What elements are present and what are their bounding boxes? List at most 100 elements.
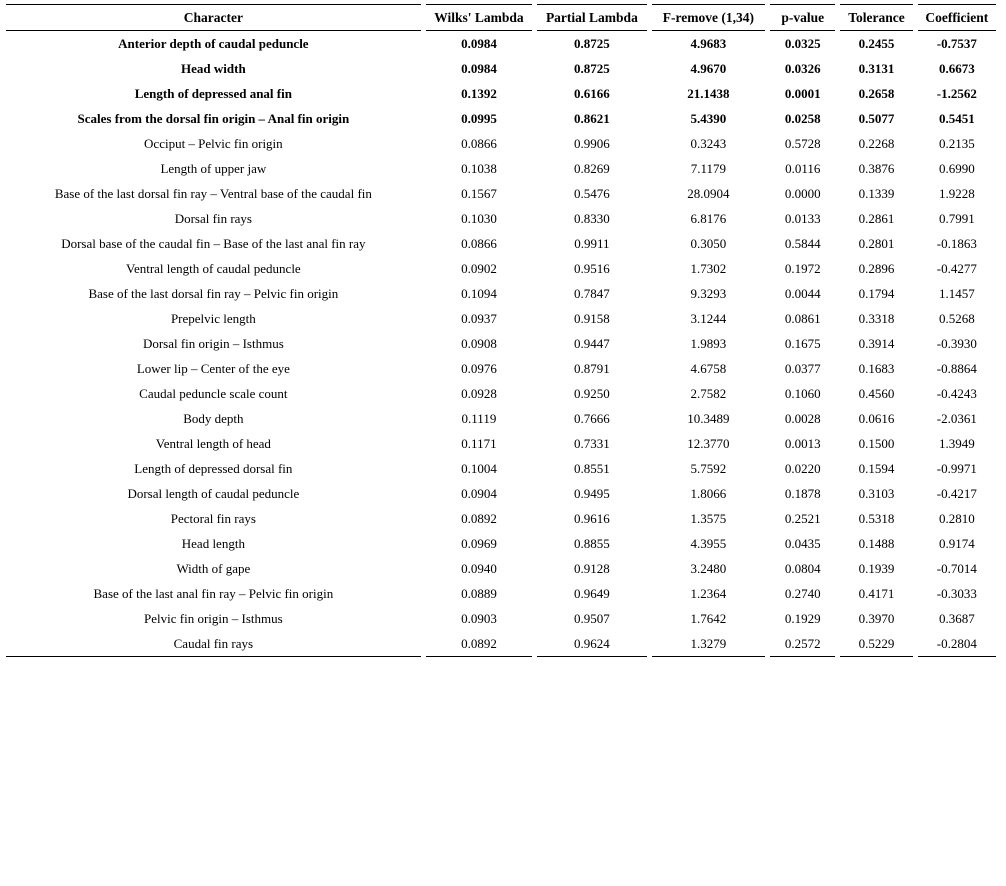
column-header-f-remove: F-remove (1,34) (651, 4, 766, 31)
value-cell: 0.1500 (858, 436, 895, 451)
value-cell: 0.0028 (784, 411, 821, 426)
value-cell: 1.7302 (690, 261, 727, 276)
value-cell: 0.0984 (461, 36, 497, 51)
value-cell: 0.8855 (574, 536, 610, 551)
value-cell: 5.4390 (690, 111, 727, 126)
character-cell: Head length (181, 536, 245, 551)
table-row: Pelvic fin origin – Isthmus 0.0903 0.9507 1… (6, 606, 996, 631)
value-cell: 0.9906 (574, 136, 610, 151)
value-cell: 0.1004 (461, 461, 497, 476)
value-cell: 0.3131 (858, 61, 895, 76)
value-cell: 1.3575 (690, 511, 727, 526)
value-cell: 0.0937 (461, 311, 497, 326)
value-cell: 0.1094 (461, 286, 497, 301)
table-row: Caudal fin rays 0.0892 0.9624 1.3279 0.2572 0… (6, 631, 996, 657)
value-cell: 0.0377 (784, 361, 821, 376)
value-cell: 0.1339 (858, 186, 895, 201)
value-cell: 0.0976 (461, 361, 497, 376)
character-cell: Pelvic fin origin – Isthmus (144, 611, 283, 626)
value-cell: 3.1244 (690, 311, 727, 326)
character-cell: Base of the last anal fin ray – Pelvic f… (93, 586, 334, 601)
character-cell: Occiput – Pelvic fin origin (144, 136, 283, 151)
value-cell: 1.8066 (690, 486, 727, 501)
value-cell: 1.3949 (938, 436, 975, 451)
value-cell: 21.1438 (687, 86, 730, 101)
table-row: Head length 0.0969 0.8855 4.3955 0.0435 0.148… (6, 531, 996, 556)
value-cell: 0.0435 (784, 536, 821, 551)
table-row: Dorsal fin origin – Isthmus 0.0908 0.9447 1… (6, 331, 996, 356)
value-cell: 4.6758 (690, 361, 727, 376)
value-cell: 0.2740 (784, 586, 821, 601)
value-cell: 0.0889 (461, 586, 497, 601)
value-cell: 0.1972 (784, 261, 821, 276)
value-cell: 0.9911 (574, 236, 610, 251)
value-cell: 0.0902 (461, 261, 497, 276)
value-cell: 0.2801 (858, 236, 895, 251)
value-cell: 4.9670 (690, 61, 727, 76)
value-cell: 0.1030 (461, 211, 497, 226)
character-cell: Dorsal fin rays (174, 211, 252, 226)
value-cell: 0.7847 (574, 286, 610, 301)
table-row: Dorsal length of caudal peduncle 0.0904 0.… (6, 481, 996, 506)
value-cell: 0.0903 (461, 611, 497, 626)
table-row: Width of gape 0.0940 0.9128 3.2480 0.0804 0.1… (6, 556, 996, 581)
value-cell: 0.1488 (858, 536, 895, 551)
character-cell: Length of depressed dorsal fin (134, 461, 293, 476)
value-cell: 0.0892 (461, 511, 497, 526)
value-cell: 0.9158 (574, 311, 610, 326)
column-header-coefficient: Coefficient (917, 4, 996, 31)
value-cell: 0.0616 (858, 411, 895, 426)
value-cell: -0.1863 (936, 236, 977, 251)
value-cell: 0.1878 (784, 486, 821, 501)
character-cell: Lower lip – Center of the eye (136, 361, 290, 376)
value-cell: 0.1683 (858, 361, 895, 376)
value-cell: 0.3050 (690, 236, 727, 251)
table-row: Prepelvic length 0.0937 0.9158 3.1244 0.0861… (6, 306, 996, 331)
value-cell: 5.7592 (690, 461, 727, 476)
column-header-partial-lambda: Partial Lambda (537, 4, 647, 31)
character-cell: Length of depressed anal fin (134, 86, 292, 101)
character-cell: Caudal peduncle scale count (139, 386, 288, 401)
value-cell: 0.8725 (574, 36, 610, 51)
table-body: Anterior depth of caudal peduncle 0.0984 0… (6, 31, 996, 657)
value-cell: 1.1457 (938, 286, 975, 301)
value-cell: 0.3103 (858, 486, 895, 501)
value-cell: 0.0116 (785, 161, 821, 176)
value-cell: 0.0861 (784, 311, 821, 326)
value-cell: 2.7582 (690, 386, 727, 401)
character-cell: Dorsal base of the caudal fin – Base of … (61, 236, 366, 251)
value-cell: 0.4560 (858, 386, 895, 401)
table-row: Length of upper jaw 0.1038 0.8269 7.1179 0.0… (6, 156, 996, 181)
value-cell: 0.7991 (938, 211, 975, 226)
value-cell: 0.8791 (574, 361, 610, 376)
value-cell: 4.3955 (690, 536, 727, 551)
value-cell: 0.8725 (574, 61, 610, 76)
value-cell: 0.1794 (858, 286, 895, 301)
value-cell: 0.3914 (858, 336, 895, 351)
table-header: Character Wilks' Lambda Partial Lambda F… (6, 4, 996, 31)
character-cell: Dorsal length of caudal peduncle (127, 486, 300, 501)
character-cell: Caudal fin rays (6, 631, 421, 657)
value-cell: 0.1929 (784, 611, 821, 626)
value-cell: 1.7642 (690, 611, 727, 626)
value-cell: 0.9174 (938, 536, 975, 551)
value-cell: -0.3033 (936, 586, 977, 601)
character-cell: Base of the last dorsal fin ray – Pelvic… (88, 286, 339, 301)
value-cell: 0.8269 (574, 161, 610, 176)
table-row: Dorsal fin rays 0.1030 0.8330 6.8176 0.0133 0… (6, 206, 996, 231)
table-row: Base of the last dorsal fin ray – Ventra… (6, 181, 996, 206)
value-cell: 0.2572 (770, 631, 836, 657)
table-row: Caudal peduncle scale count 0.0928 0.9250 2… (6, 381, 996, 406)
value-cell: -0.8864 (936, 361, 977, 376)
character-cell: Ventral length of head (155, 436, 271, 451)
value-cell: 1.3279 (651, 631, 766, 657)
table-row: Base of the last dorsal fin ray – Pelvic… (6, 281, 996, 306)
value-cell: 0.0969 (461, 536, 497, 551)
value-cell: 0.5268 (938, 311, 975, 326)
value-cell: 0.6673 (938, 61, 975, 76)
value-cell: 0.1171 (461, 436, 497, 451)
value-cell: 0.3970 (858, 611, 895, 626)
table-row: Body depth 0.1119 0.7666 10.3489 0.0028 0.061… (6, 406, 996, 431)
value-cell: 0.2455 (858, 36, 895, 51)
value-cell: 0.5451 (938, 111, 975, 126)
